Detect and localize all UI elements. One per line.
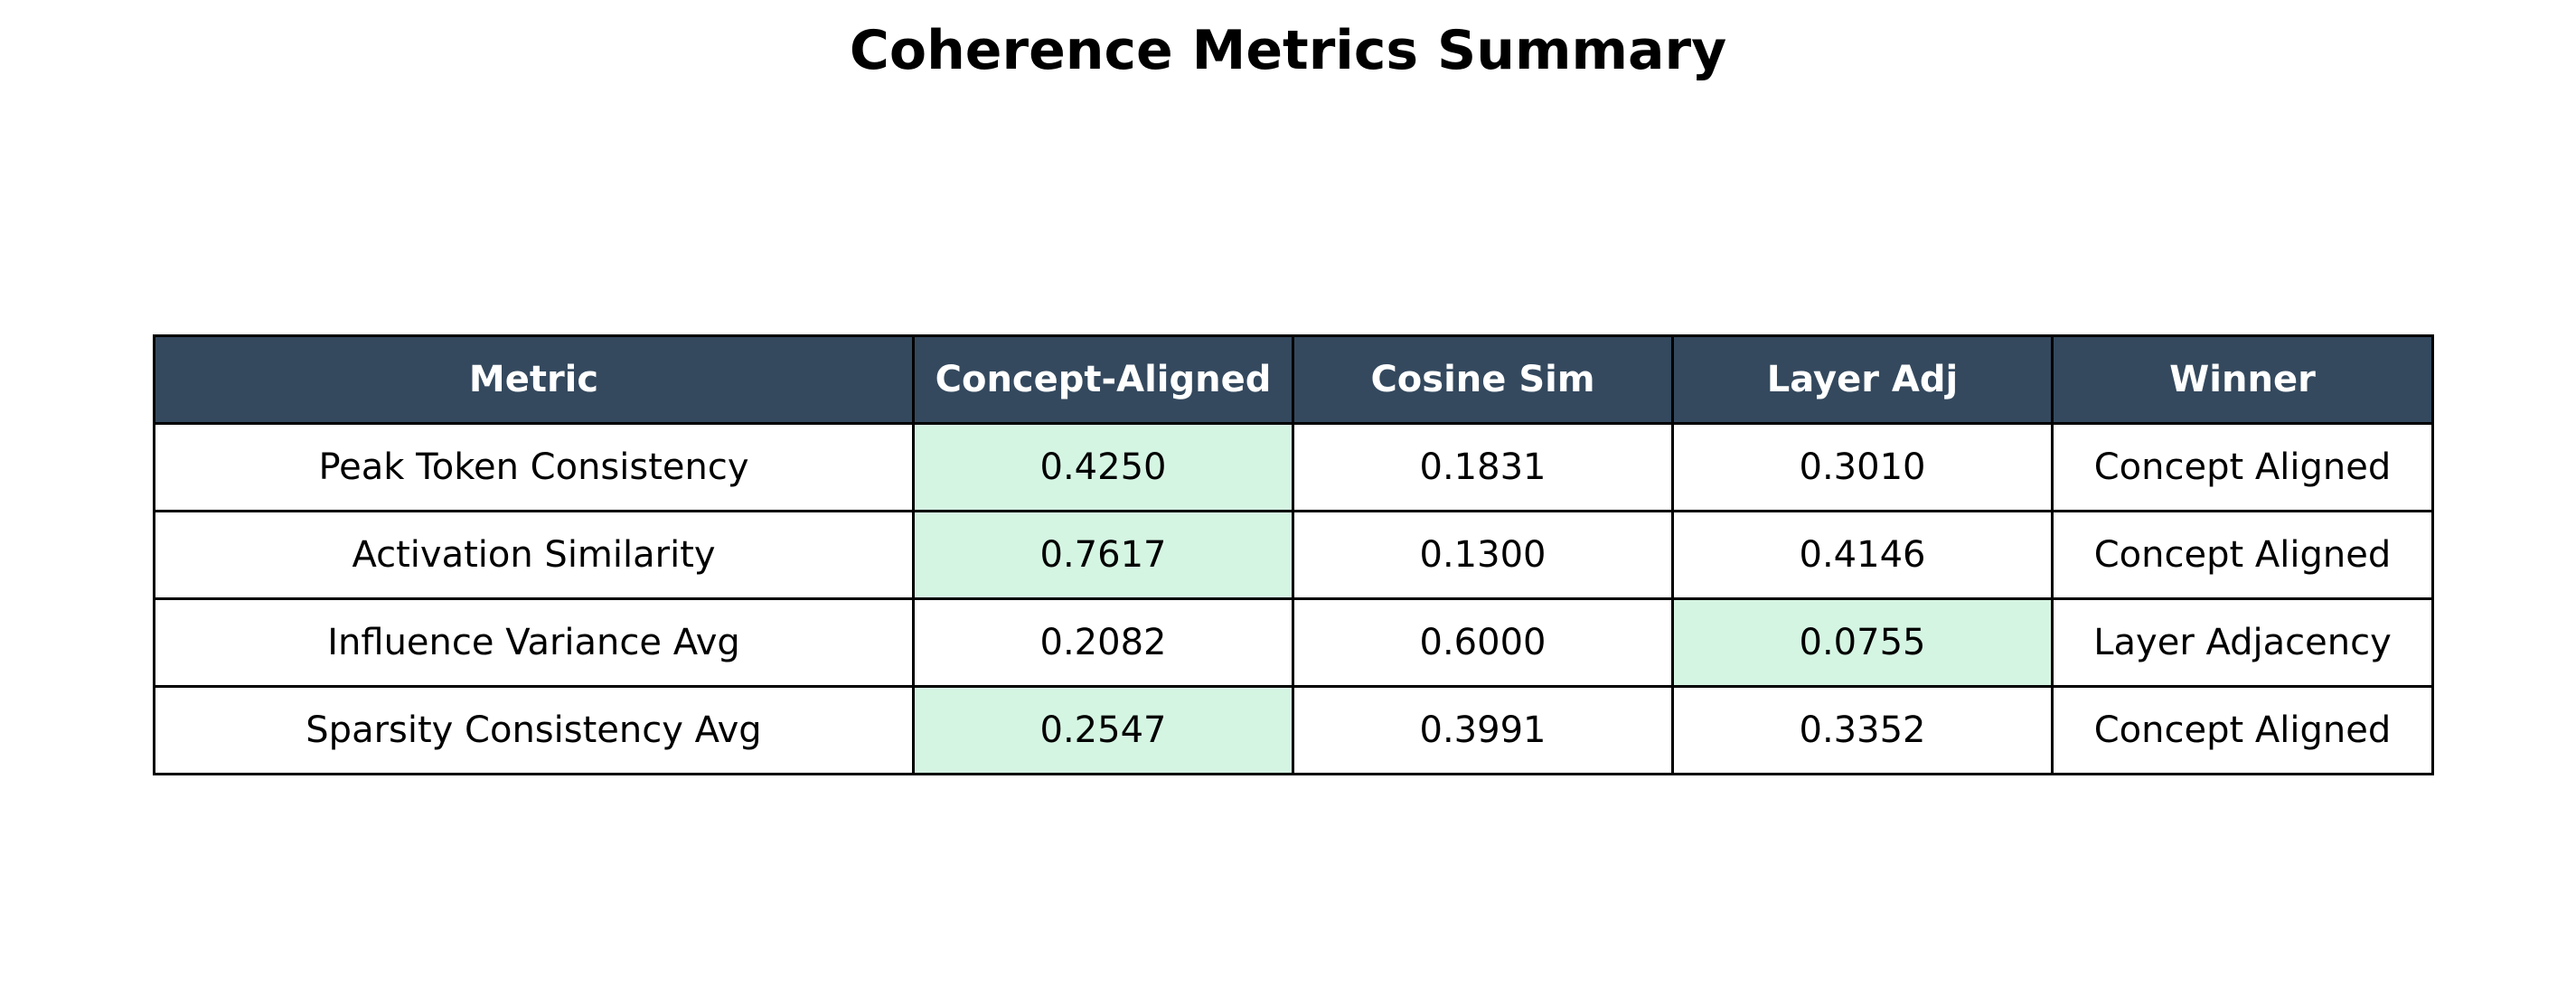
- header-winner: Winner: [2051, 334, 2434, 425]
- cell-layer-adj: 0.3010: [1671, 422, 2054, 512]
- cell-cosine-sim: 0.6000: [1292, 597, 1674, 688]
- table-row: Influence Variance Avg 0.2082 0.6000 0.0…: [153, 597, 2434, 688]
- cell-winner: Concept Aligned: [2051, 510, 2434, 600]
- header-cosine-sim: Cosine Sim: [1292, 334, 1674, 425]
- cell-layer-adj: 0.3352: [1671, 685, 2054, 775]
- cell-metric: Influence Variance Avg: [153, 597, 915, 688]
- cell-cosine-sim: 0.1831: [1292, 422, 1674, 512]
- cell-metric: Activation Similarity: [153, 510, 915, 600]
- cell-layer-adj: 0.0755: [1671, 597, 2054, 688]
- cell-metric: Sparsity Consistency Avg: [153, 685, 915, 775]
- cell-concept-aligned: 0.4250: [912, 422, 1294, 512]
- table-header-row: Metric Concept-Aligned Cosine Sim Layer …: [153, 334, 2434, 425]
- cell-cosine-sim: 0.1300: [1292, 510, 1674, 600]
- cell-winner: Concept Aligned: [2051, 685, 2434, 775]
- header-concept-aligned: Concept-Aligned: [912, 334, 1294, 425]
- table-row: Activation Similarity 0.7617 0.1300 0.41…: [153, 510, 2434, 600]
- header-layer-adj: Layer Adj: [1671, 334, 2054, 425]
- cell-layer-adj: 0.4146: [1671, 510, 2054, 600]
- cell-concept-aligned: 0.7617: [912, 510, 1294, 600]
- table-row: Sparsity Consistency Avg 0.2547 0.3991 0…: [153, 685, 2434, 775]
- table-row: Peak Token Consistency 0.4250 0.1831 0.3…: [153, 422, 2434, 512]
- cell-concept-aligned: 0.2547: [912, 685, 1294, 775]
- cell-winner: Layer Adjacency: [2051, 597, 2434, 688]
- metrics-table: Metric Concept-Aligned Cosine Sim Layer …: [153, 334, 2434, 775]
- cell-cosine-sim: 0.3991: [1292, 685, 1674, 775]
- chart-title: Coherence Metrics Summary: [849, 19, 1727, 82]
- header-metric: Metric: [153, 334, 915, 425]
- cell-concept-aligned: 0.2082: [912, 597, 1294, 688]
- cell-metric: Peak Token Consistency: [153, 422, 915, 512]
- cell-winner: Concept Aligned: [2051, 422, 2434, 512]
